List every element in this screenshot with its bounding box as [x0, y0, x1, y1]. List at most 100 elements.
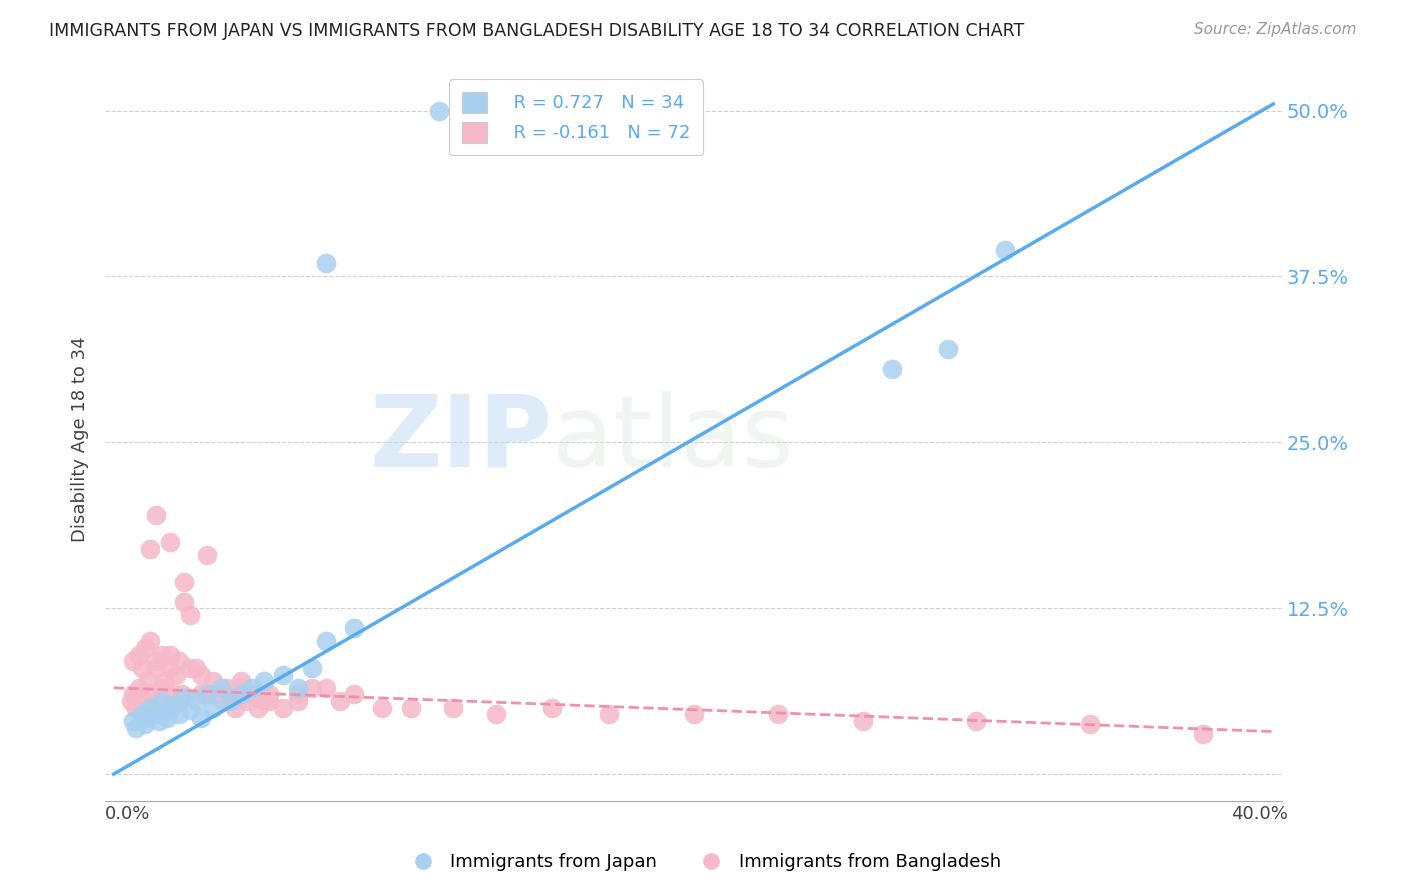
Point — [153, 674, 176, 689]
Point — [148, 694, 170, 708]
Point — [301, 661, 323, 675]
Point — [159, 534, 181, 549]
Point — [598, 707, 620, 722]
Point — [145, 508, 167, 523]
Text: atlas: atlas — [553, 391, 794, 488]
Text: ZIP: ZIP — [370, 391, 553, 488]
Point — [167, 707, 190, 722]
Point — [125, 721, 148, 735]
Point — [131, 661, 153, 675]
Point — [184, 694, 207, 708]
Point — [252, 674, 274, 689]
Point — [1191, 727, 1213, 741]
Point — [195, 688, 218, 702]
Point — [184, 661, 207, 675]
Point — [179, 661, 201, 675]
Point — [936, 343, 959, 357]
Point — [145, 654, 167, 668]
Point — [201, 674, 224, 689]
Point — [343, 688, 366, 702]
Point — [122, 688, 145, 702]
Point — [190, 711, 212, 725]
Text: Source: ZipAtlas.com: Source: ZipAtlas.com — [1194, 22, 1357, 37]
Point — [134, 716, 156, 731]
Point — [170, 688, 193, 702]
Point — [768, 707, 790, 722]
Point — [682, 707, 704, 722]
Point — [167, 654, 190, 668]
Point — [224, 700, 246, 714]
Point — [122, 714, 145, 728]
Point — [173, 594, 195, 608]
Point — [441, 700, 464, 714]
Point — [139, 541, 162, 556]
Point — [156, 711, 179, 725]
Point — [142, 707, 165, 722]
Point — [131, 707, 153, 722]
Point — [259, 688, 281, 702]
Point — [427, 103, 450, 118]
Point — [150, 681, 173, 695]
Point — [139, 700, 162, 714]
Point — [229, 681, 252, 695]
Point — [252, 694, 274, 708]
Point — [120, 694, 142, 708]
Point — [965, 714, 987, 728]
Point — [150, 648, 173, 662]
Point — [128, 681, 150, 695]
Point — [159, 703, 181, 717]
Point — [148, 714, 170, 728]
Point — [162, 698, 184, 712]
Point — [484, 707, 506, 722]
Point — [229, 674, 252, 689]
Point — [156, 700, 179, 714]
Point — [301, 681, 323, 695]
Point — [173, 574, 195, 589]
Point — [173, 690, 195, 705]
Point — [273, 667, 295, 681]
Point — [246, 700, 269, 714]
Point — [195, 548, 218, 562]
Point — [122, 654, 145, 668]
Point — [190, 688, 212, 702]
Point — [134, 640, 156, 655]
Point — [207, 688, 229, 702]
Point — [315, 634, 337, 648]
Point — [229, 688, 252, 702]
Point — [315, 681, 337, 695]
Point — [541, 700, 564, 714]
Point — [150, 694, 173, 708]
Point — [852, 714, 875, 728]
Point — [212, 694, 235, 708]
Point — [235, 694, 257, 708]
Point — [259, 694, 281, 708]
Point — [201, 688, 224, 702]
Point — [218, 694, 240, 708]
Point — [136, 711, 159, 725]
Point — [139, 688, 162, 702]
Point — [399, 700, 422, 714]
Point — [287, 694, 309, 708]
Point — [994, 243, 1017, 257]
Point — [218, 688, 240, 702]
Point — [287, 688, 309, 702]
Point — [128, 648, 150, 662]
Point — [165, 667, 187, 681]
Point — [145, 707, 167, 722]
Point — [287, 681, 309, 695]
Point — [371, 700, 394, 714]
Point — [162, 688, 184, 702]
Point — [240, 688, 263, 702]
Point — [215, 681, 238, 695]
Point — [159, 661, 181, 675]
Point — [125, 700, 148, 714]
Text: IMMIGRANTS FROM JAPAN VS IMMIGRANTS FROM BANGLADESH DISABILITY AGE 18 TO 34 CORR: IMMIGRANTS FROM JAPAN VS IMMIGRANTS FROM… — [49, 22, 1025, 40]
Point — [201, 700, 224, 714]
Point — [179, 607, 201, 622]
Point — [209, 681, 232, 695]
Point — [134, 694, 156, 708]
Point — [190, 667, 212, 681]
Y-axis label: Disability Age 18 to 34: Disability Age 18 to 34 — [72, 336, 89, 541]
Point — [167, 694, 190, 708]
Point — [315, 256, 337, 270]
